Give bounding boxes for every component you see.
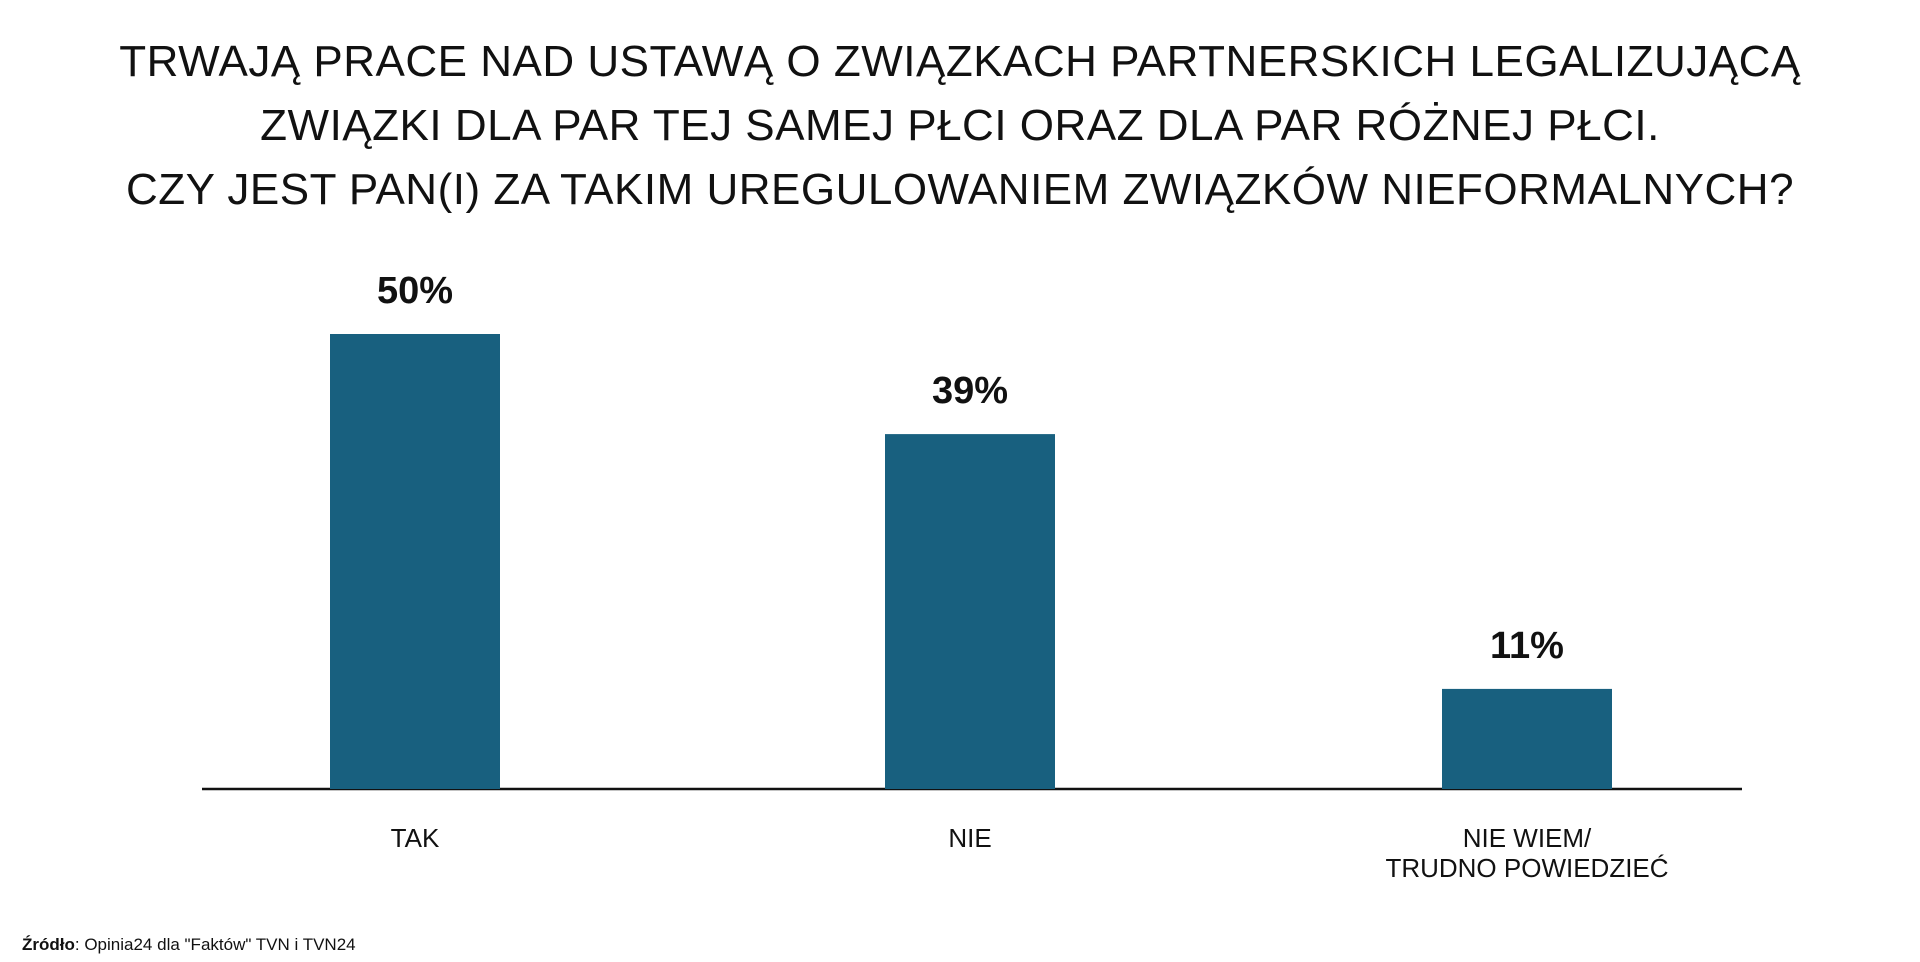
source-label: Źródło [22,935,75,954]
x-tick-label: NIE [948,823,992,853]
bar [885,434,1055,789]
value-label: 39% [931,370,1009,413]
bar [330,334,500,789]
x-tick-label: NIE WIEM/ TRUDNO POWIEDZIEĆ [1385,823,1669,883]
source-text: : Opinia24 dla "Faktów" TVN i TVN24 [74,935,356,954]
x-tick-label: TAK [390,823,440,853]
value-label: 50% [376,270,454,312]
value-label: 11% [1490,624,1564,667]
chart-title: TRWAJĄ PRACE NAD USTAWĄ O ZWIĄZKACH PART… [119,37,1801,214]
bar [1442,688,1612,789]
source: Źródło: Opinia24 dla "Faktów" TVN i TVN2… [22,935,356,955]
